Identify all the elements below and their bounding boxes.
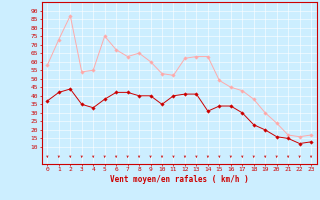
X-axis label: Vent moyen/en rafales ( km/h ): Vent moyen/en rafales ( km/h ) [110, 175, 249, 184]
